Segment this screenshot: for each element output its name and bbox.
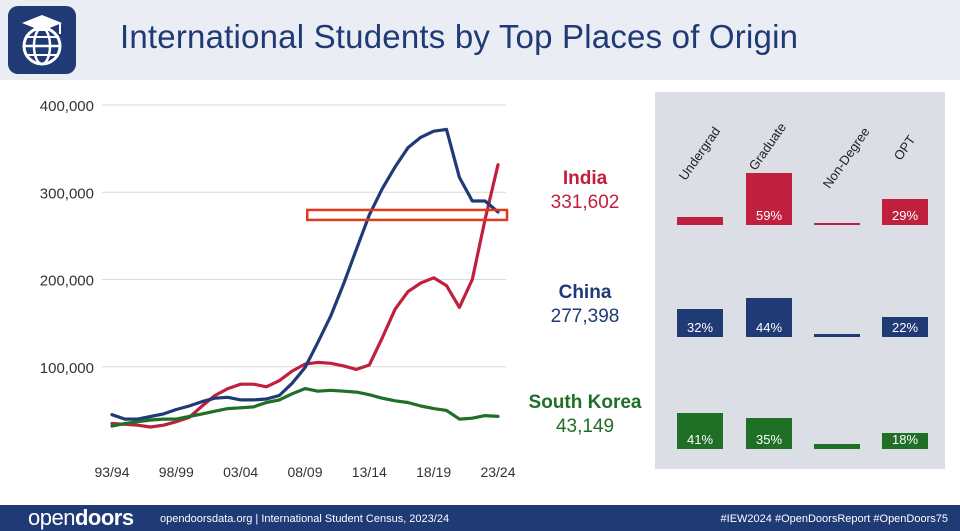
country-value-china: 277,398 — [550, 306, 620, 327]
country-name-south-korea: South Korea — [528, 392, 642, 413]
bar-label: 44% — [755, 319, 783, 335]
opendoors-logo: opendoors — [28, 505, 134, 530]
bar-india-opt: 29% — [882, 199, 928, 225]
x-tick-label: 13/14 — [352, 464, 387, 480]
x-tick-label: 23/24 — [480, 464, 515, 480]
bar-china-non-degree — [814, 334, 860, 337]
footer-source-text: opendoorsdata.org | International Studen… — [160, 513, 450, 525]
header-divider — [0, 80, 960, 83]
footer-bar: opendoors opendoorsdata.org | Internatio… — [0, 505, 960, 531]
bar-india-undergrad — [677, 216, 723, 225]
country-name-india: India — [562, 168, 608, 189]
country-name-china: China — [558, 282, 612, 303]
series-line-china — [110, 127, 500, 421]
x-tick-label: 08/09 — [287, 464, 322, 480]
bar-label: 41% — [686, 431, 714, 447]
x-tick-label: 98/99 — [159, 464, 194, 480]
line-chart: 100,000 200,000 300,000 400,000 93/94 98/99 03… — [40, 98, 516, 480]
country-value-india: 331,602 — [550, 192, 620, 213]
y-tick-label: 100,000 — [40, 360, 94, 377]
y-tick-label: 400,000 — [40, 98, 94, 115]
globe-graduation-cap-icon — [22, 15, 62, 66]
bar-label: 59% — [755, 208, 783, 223]
bar-label: 18% — [891, 431, 919, 447]
x-tick-label: 93/94 — [94, 464, 129, 480]
bar-label: 29% — [891, 207, 919, 223]
y-tick-label: 300,000 — [40, 185, 94, 202]
bar-china-opt: 22% — [882, 317, 928, 337]
open-doors-globe-logo — [8, 6, 76, 74]
bar-label: 35% — [755, 431, 783, 447]
highlight-box — [306, 208, 509, 222]
header-bar: International Students by Top Places of … — [0, 0, 960, 80]
y-tick-label: 200,000 — [40, 273, 94, 290]
degree-breakdown-panel — [655, 92, 945, 469]
bar-south-korea-graduate: 35% — [746, 417, 792, 449]
x-tick-label: 03/04 — [223, 464, 258, 480]
bar-label: 32% — [686, 319, 714, 335]
bar-south-korea-non-degree — [814, 443, 860, 449]
x-tick-label: 18/19 — [416, 464, 451, 480]
bar-south-korea-opt: 18% — [882, 431, 928, 449]
series-line-south-korea — [110, 387, 500, 428]
bar-south-korea-undergrad: 41% — [677, 412, 723, 449]
page-title: International Students by Top Places of … — [120, 18, 799, 55]
bar-india-graduate: 59% — [746, 172, 792, 225]
country-value-south-korea: 43,149 — [555, 416, 615, 437]
bar-india-non-degree — [814, 223, 860, 225]
bar-china-graduate: 44% — [746, 297, 792, 337]
footer-hashtags: #IEW2024 #OpenDoorsReport #OpenDoors75 — [720, 513, 948, 525]
bar-label: 22% — [891, 319, 919, 335]
bar-china-undergrad: 32% — [677, 308, 723, 337]
